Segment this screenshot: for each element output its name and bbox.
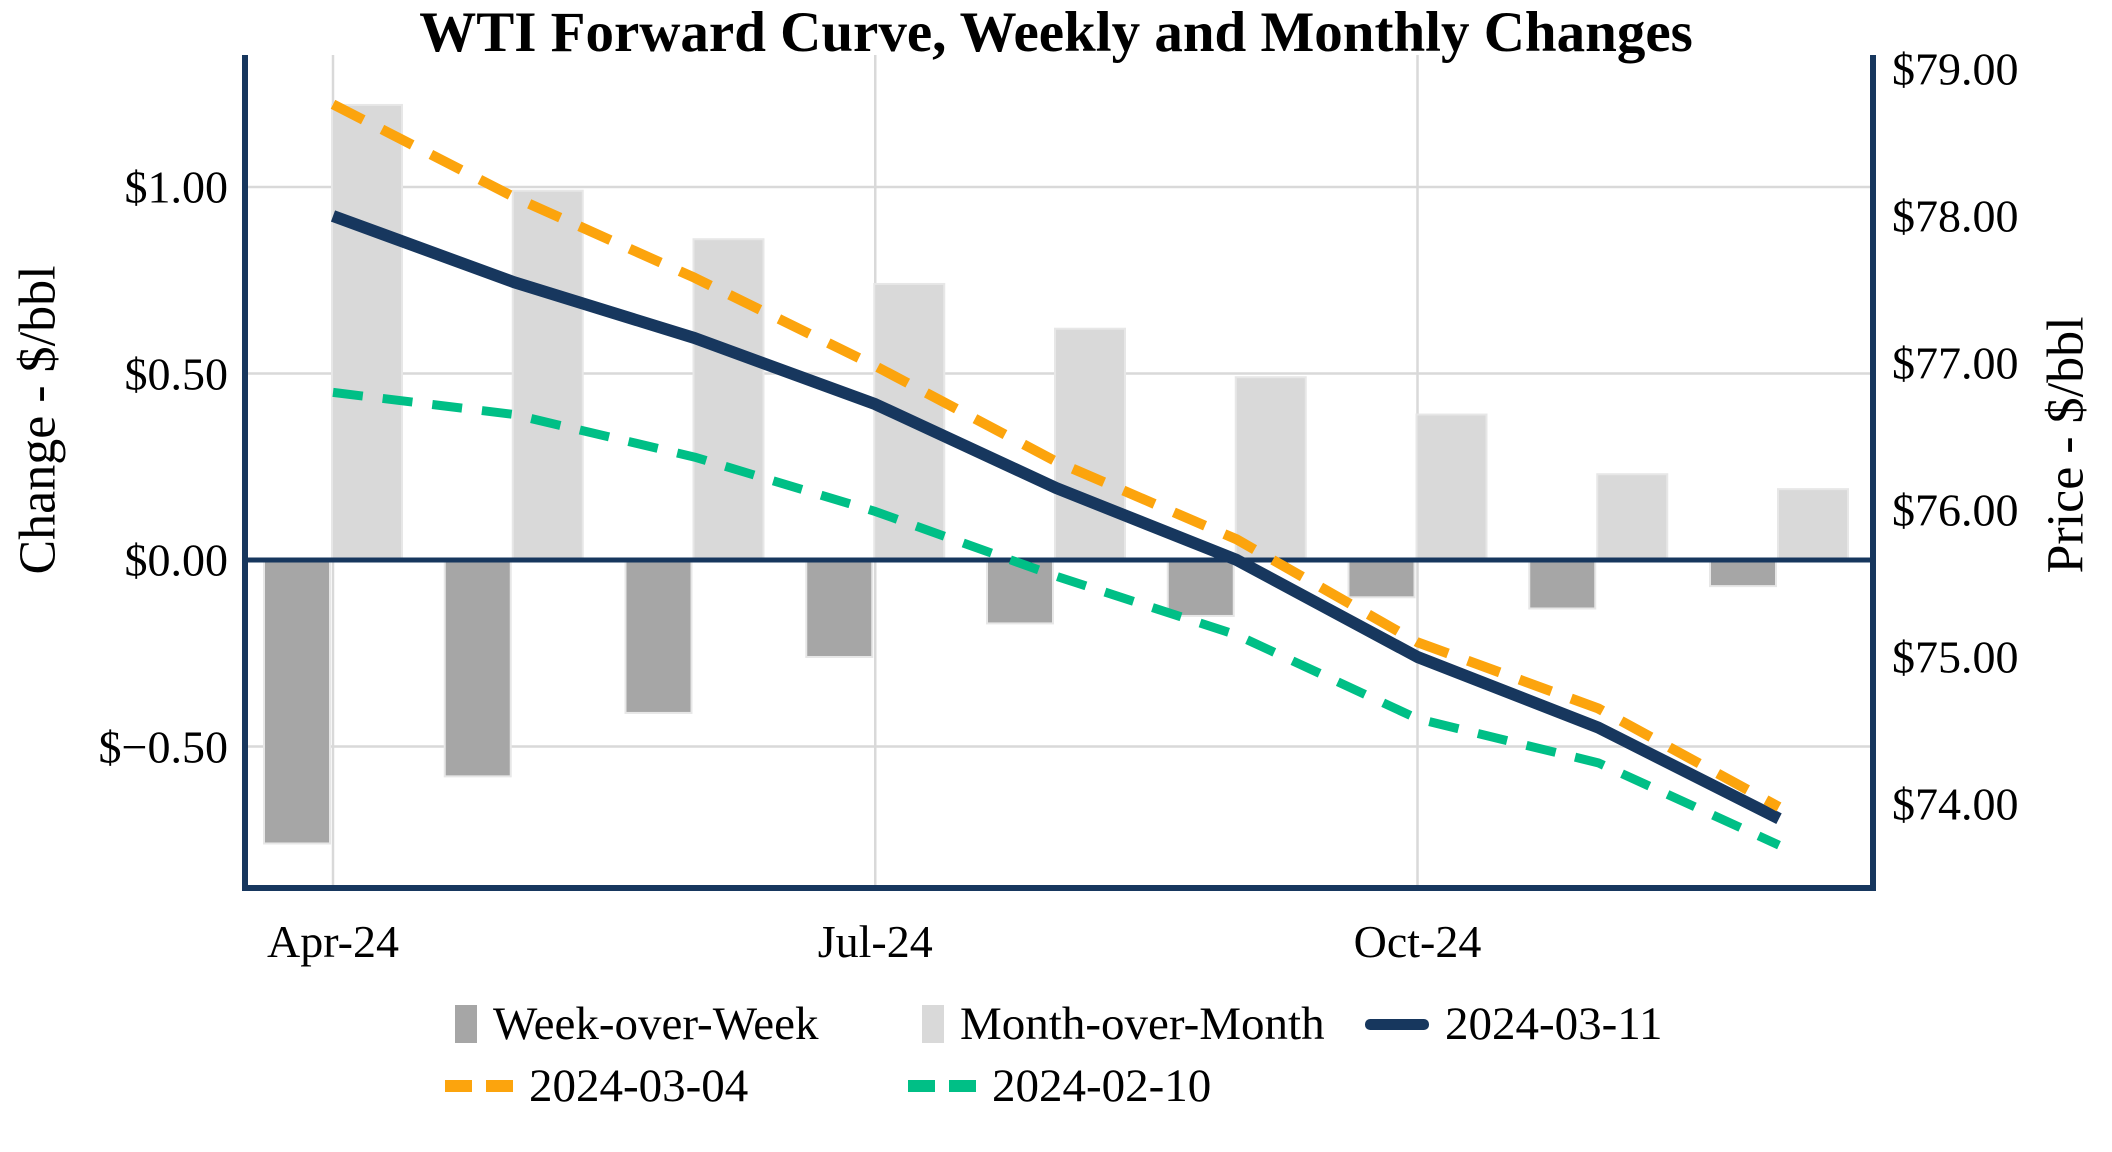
- legend-item-month-over-month: Month-over-Month: [922, 998, 1325, 1050]
- x-axis-tick-label: Jul-24: [817, 916, 933, 967]
- legend-label-week-over-week: Week-over-Week: [493, 998, 819, 1050]
- dashed-green-line-icon: [908, 1080, 976, 1092]
- month-over-month-bar: [1234, 376, 1307, 562]
- month-over-month-bar: [1054, 327, 1126, 561]
- week-over-week-bar: [1528, 559, 1597, 610]
- solid-navy-line-icon: [1365, 1018, 1429, 1030]
- price-line-2024-03-11: [330, 210, 1782, 825]
- legend-label-2024-03-11: 2024-03-11: [1445, 998, 1663, 1050]
- left-axis-tick-label: $0.00: [124, 534, 229, 586]
- right-axis-tick-label: $74.00: [1892, 778, 2019, 830]
- legend-item-2024-03-04: 2024-03-04: [445, 1060, 748, 1112]
- right-axis-tick-label: $77.00: [1892, 337, 2019, 389]
- legend-label-2024-03-04: 2024-03-04: [529, 1060, 749, 1112]
- right-axis-tick-label: $75.00: [1892, 631, 2019, 683]
- left-axis-title: Change - $/bbl: [9, 265, 67, 575]
- legend-item-2024-03-11: 2024-03-11: [1365, 998, 1663, 1050]
- right-axis-tick-label: $79.00: [1892, 43, 2019, 95]
- week-over-week-bar: [1709, 559, 1777, 588]
- month-over-month-bar: [331, 103, 403, 561]
- month-over-month-bar: [511, 189, 584, 561]
- month-over-month-swatch-icon: [922, 1005, 944, 1043]
- month-over-month-bar: [1415, 413, 1488, 561]
- price-line-2024-02-10: [332, 387, 1781, 850]
- price-line-2024-03-04: [330, 99, 1782, 812]
- week-over-week-bar: [805, 559, 874, 658]
- left-axis-tick-label: $−0.50: [98, 721, 228, 772]
- right-axis-tick-label: $76.00: [1892, 484, 2019, 536]
- left-axis-tick-label: $0.50: [124, 348, 229, 399]
- left-axis-tick-label: $1.00: [124, 161, 229, 213]
- plot-frame: [242, 55, 1876, 891]
- week-over-week-bar: [263, 559, 331, 845]
- week-over-week-swatch-icon: [455, 1005, 477, 1043]
- right-axis-tick-label: $78.00: [1892, 190, 2019, 242]
- dashed-orange-line-icon: [445, 1080, 513, 1092]
- chart-title: WTI Forward Curve, Weekly and Monthly Ch…: [419, 1, 1693, 64]
- legend-label-2024-02-10: 2024-02-10: [992, 1060, 1212, 1112]
- week-over-week-bar: [1347, 559, 1416, 599]
- x-axis-tick-label: Apr-24: [267, 916, 399, 967]
- week-over-week-bar: [443, 559, 512, 778]
- x-axis-tick-label: Oct-24: [1353, 916, 1482, 967]
- week-over-week-bar: [624, 559, 693, 714]
- month-over-month-bar: [1596, 473, 1669, 561]
- month-over-month-bar: [1777, 488, 1849, 562]
- right-axis-title: Price - $/bbl: [2037, 316, 2095, 574]
- month-over-month-bar: [692, 238, 765, 561]
- legend-item-2024-02-10: 2024-02-10: [908, 1060, 1211, 1112]
- week-over-week-bar: [1166, 559, 1235, 617]
- week-over-week-bar: [986, 559, 1054, 625]
- legend-item-week-over-week: Week-over-Week: [455, 998, 819, 1050]
- legend-label-month-over-month: Month-over-Month: [960, 998, 1325, 1050]
